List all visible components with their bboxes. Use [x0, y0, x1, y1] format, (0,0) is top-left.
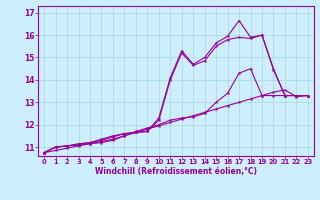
X-axis label: Windchill (Refroidissement éolien,°C): Windchill (Refroidissement éolien,°C) [95, 167, 257, 176]
